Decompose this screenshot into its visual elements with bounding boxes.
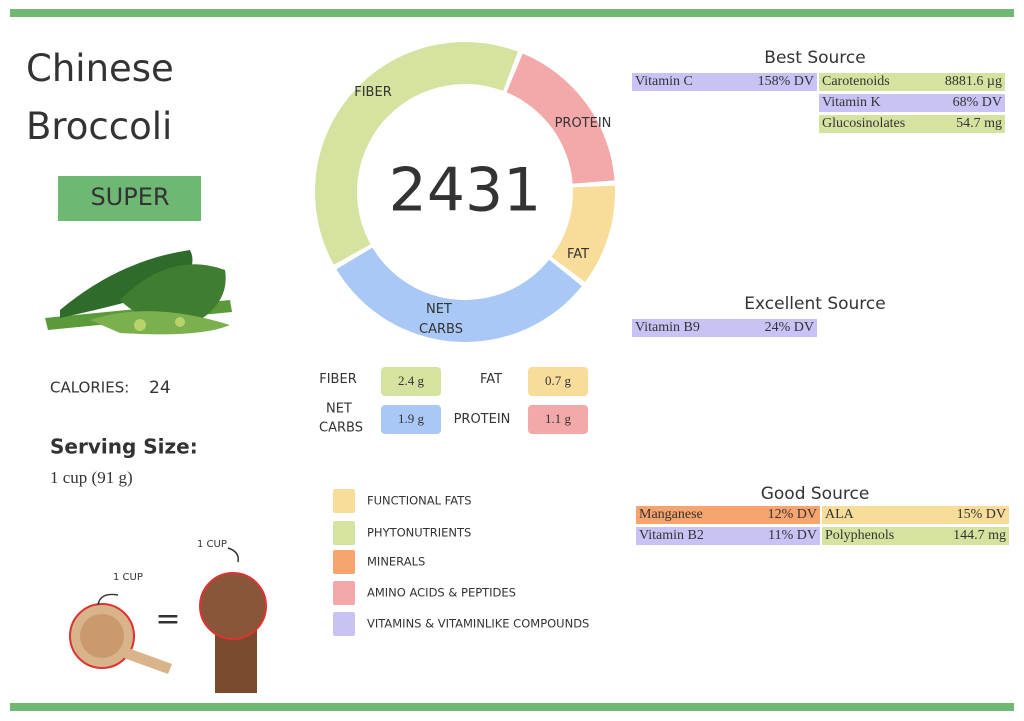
legend-swatch	[333, 489, 355, 513]
nutrient-bar	[819, 94, 1005, 112]
legend-label: VITAMINS & VITAMINLIKE COMPOUNDS	[367, 617, 589, 631]
macro-name: NET CARBS	[319, 401, 363, 435]
calories-value: 24	[149, 378, 171, 398]
equals-sign: =	[155, 602, 180, 637]
macro-value: 2.4 g	[398, 373, 425, 388]
legend-swatch	[333, 550, 355, 574]
legend-label: MINERALS	[367, 555, 425, 569]
nutrient-name: Carotenoids	[822, 74, 890, 89]
nutrient-bar	[822, 506, 1009, 524]
donut-segment	[315, 41, 518, 265]
donut-segment	[506, 53, 615, 184]
nutrient-name: Vitamin B2	[639, 528, 704, 543]
macro-box	[381, 405, 441, 434]
macro-box	[381, 367, 441, 396]
nutrient-amount: 54.7 mg	[956, 116, 1002, 131]
rating-badge	[58, 176, 201, 221]
nutrient-bar	[636, 506, 820, 524]
nutrient-name: Vitamin K	[822, 95, 881, 110]
nutrient-amount: 24% DV	[765, 320, 814, 335]
calories-label: CALORIES:	[50, 379, 129, 397]
nutrient-name: Vitamin C	[635, 74, 693, 89]
donut-label: NET CARBS	[419, 302, 463, 337]
serving-value: 1 cup (91 g)	[50, 468, 133, 487]
macro-value: 0.7 g	[545, 373, 572, 388]
nutrient-name: Vitamin B9	[635, 320, 700, 335]
donut-label: PROTEIN	[555, 116, 612, 131]
nutrient-bar	[632, 319, 817, 337]
section-title: Excellent Source	[744, 294, 885, 314]
nutrient-bar	[819, 73, 1005, 91]
section-title: Good Source	[761, 484, 870, 504]
fist-label: 1 CUP	[197, 539, 227, 550]
broccoli-image	[45, 250, 232, 335]
score: 2431	[389, 156, 542, 226]
section-title: Best Source	[764, 48, 865, 68]
nutrient-amount: 158% DV	[758, 74, 814, 89]
cup-image	[69, 593, 172, 674]
donut-label: FAT	[567, 247, 589, 262]
cup-label: 1 CUP	[113, 572, 143, 583]
legend-swatch	[333, 612, 355, 636]
donut-segment	[551, 185, 615, 282]
macro-value: 1.9 g	[398, 411, 425, 426]
bottom-bar	[10, 703, 1014, 711]
nutrient-name: ALA	[825, 507, 855, 522]
nutrient-amount: 12% DV	[768, 507, 817, 522]
donut-segment	[336, 247, 582, 342]
nutrient-amount: 11% DV	[768, 528, 817, 543]
macro-box	[528, 405, 588, 434]
rating: SUPER	[90, 183, 169, 211]
legend-swatch	[333, 521, 355, 545]
nutrient-amount: 68% DV	[953, 95, 1002, 110]
legend-label: PHYTONUTRIENTS	[367, 526, 471, 540]
nutrient-name: Polyphenols	[825, 528, 894, 543]
macro-box	[528, 367, 588, 396]
nutrient-amount: 15% DV	[957, 507, 1006, 522]
macro-name: PROTEIN	[454, 412, 511, 427]
nutrient-bar	[632, 73, 817, 91]
legend-swatch	[333, 581, 355, 605]
macro-name: FAT	[480, 372, 502, 387]
nutrient-name: Glucosinolates	[822, 116, 905, 131]
nutrient-bar	[822, 527, 1009, 545]
fist-image	[199, 547, 267, 693]
nutrient-bar	[636, 527, 820, 545]
nutrient-bar	[819, 115, 1005, 133]
nutrient-name: Manganese	[639, 507, 703, 522]
legend-label: AMINO ACIDS & PEPTIDES	[367, 586, 516, 600]
page-title: Chinese Broccoli	[26, 47, 186, 148]
macro-name: FIBER	[319, 372, 356, 387]
nutrient-amount: 8881.6 µg	[945, 74, 1002, 89]
serving-label: Serving Size:	[50, 435, 198, 459]
top-bar	[10, 9, 1014, 17]
donut-label: FIBER	[354, 85, 391, 100]
legend-label: FUNCTIONAL FATS	[367, 494, 472, 508]
macro-value: 1.1 g	[545, 411, 572, 426]
nutrient-amount: 144.7 mg	[953, 528, 1006, 543]
